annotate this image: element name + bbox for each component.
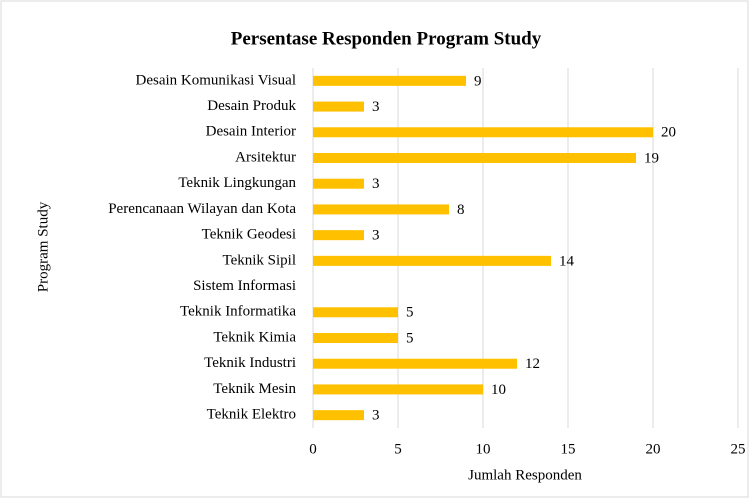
y-tick-label: Perencanaan Wilayan dan Kota — [108, 201, 296, 217]
bar — [313, 358, 517, 369]
data-label: 3 — [372, 408, 380, 424]
y-tick-label: Desain Interior — [206, 124, 296, 140]
data-label: 8 — [457, 202, 465, 218]
data-label: 12 — [525, 356, 540, 372]
bar — [313, 204, 449, 215]
data-label: 14 — [559, 253, 575, 269]
y-tick-label: Sistem Informasi — [193, 278, 296, 294]
y-tick-label: Teknik Geodesi — [202, 227, 296, 243]
x-axis-label: Jumlah Responden — [468, 467, 582, 483]
data-label: 3 — [372, 176, 380, 192]
x-tick-label: 20 — [646, 441, 661, 457]
x-tick-label: 0 — [309, 441, 317, 457]
chart-title: Persentase Responden Program Study — [231, 28, 542, 49]
y-tick-label: Teknik Sipil — [222, 252, 296, 268]
y-tick-label: Arsitektur — [235, 149, 296, 165]
y-tick-label: Teknik Informatika — [180, 304, 296, 320]
y-tick-label: Desain Produk — [207, 98, 296, 114]
data-label: 3 — [372, 99, 380, 115]
x-tick-label: 5 — [394, 441, 402, 457]
y-tick-label: Desain Komunikasi Visual — [136, 72, 296, 88]
y-axis-label: Program Study — [35, 201, 51, 292]
bar — [313, 75, 466, 86]
data-label: 5 — [406, 330, 414, 346]
data-label: 19 — [644, 150, 659, 166]
bar — [313, 230, 364, 241]
bar — [313, 153, 636, 163]
data-label: 5 — [406, 305, 414, 321]
x-tick-label: 10 — [476, 441, 491, 457]
bar — [313, 384, 483, 395]
y-tick-label: Teknik Industri — [204, 355, 296, 371]
data-label: 9 — [474, 73, 482, 89]
x-tick-label: 25 — [731, 441, 746, 457]
bar — [313, 410, 364, 421]
data-label: 20 — [661, 125, 676, 141]
y-tick-label: Teknik Elektro — [207, 407, 296, 423]
y-tick-label: Teknik Lingkungan — [178, 175, 296, 191]
data-label: 10 — [491, 382, 506, 398]
bar — [313, 255, 551, 266]
y-tick-label: Teknik Kimia — [213, 329, 296, 345]
bar — [313, 307, 398, 318]
bar — [313, 178, 364, 189]
x-tick-label: 15 — [561, 441, 576, 457]
bar — [313, 101, 364, 112]
y-tick-label: Teknik Mesin — [213, 381, 296, 397]
data-label: 3 — [372, 228, 380, 244]
bar — [313, 127, 653, 138]
bar — [313, 333, 398, 343]
